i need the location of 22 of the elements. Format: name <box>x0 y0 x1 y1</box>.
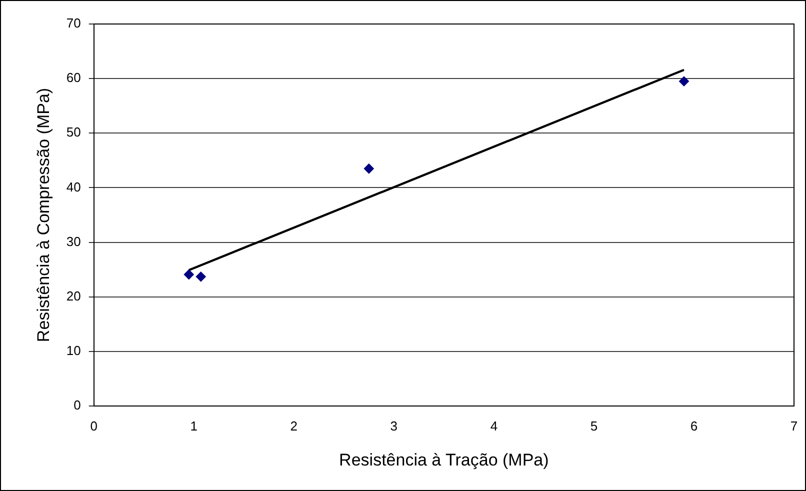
point <box>196 272 206 282</box>
y-tick-label: 30 <box>66 234 81 249</box>
y-tick-label: 40 <box>66 179 81 194</box>
x-tick-label: 7 <box>790 418 798 434</box>
point <box>184 269 194 280</box>
x-tick-label: 4 <box>490 418 498 434</box>
y-tick-label: 50 <box>66 124 81 140</box>
y-tick-label: 70 <box>66 16 81 31</box>
y-axis-title: Resistência à Compressão (MPa) <box>34 88 53 342</box>
y-tick-label: 20 <box>66 288 81 304</box>
x-tick-label: 5 <box>590 418 598 434</box>
x-tick-label: 6 <box>690 418 698 434</box>
x-tick-label: 3 <box>390 418 398 434</box>
y-tick-label: 0 <box>74 398 81 413</box>
x-tick-label: 2 <box>290 418 298 434</box>
y-tick-label: 60 <box>66 70 81 86</box>
x-axis-title: Resistência à Tração (MPa) <box>339 450 549 470</box>
x-tick-label: 0 <box>90 418 98 434</box>
point <box>678 76 689 86</box>
x-tick-label: 1 <box>190 418 198 434</box>
point <box>364 164 374 174</box>
y-tick-label: 10 <box>66 343 81 358</box>
